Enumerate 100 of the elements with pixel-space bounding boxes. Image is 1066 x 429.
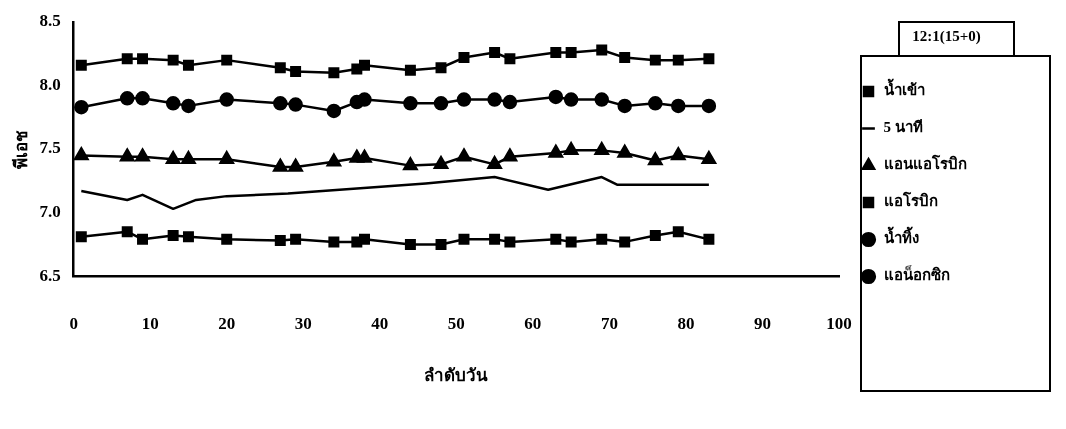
x-tick-label: 80 xyxy=(677,313,695,333)
point xyxy=(404,238,416,250)
point xyxy=(563,142,579,156)
point xyxy=(649,54,661,66)
y-tick-label: 7.0 xyxy=(39,202,61,222)
point xyxy=(137,233,149,245)
y-tick-label: 8.0 xyxy=(39,74,61,94)
x-tick-label: 90 xyxy=(753,313,771,333)
point xyxy=(701,98,717,114)
point xyxy=(617,144,633,158)
x-tick-label: 10 xyxy=(141,313,159,333)
point xyxy=(75,231,87,243)
x-tick-label: 100 xyxy=(826,313,852,333)
point xyxy=(326,153,342,167)
legend-title: 12:1(15+0) xyxy=(912,28,981,46)
point xyxy=(703,53,715,65)
point xyxy=(404,64,416,76)
y-axis-title: พีเอช xyxy=(10,129,31,169)
point xyxy=(456,148,472,162)
point xyxy=(288,158,303,172)
point xyxy=(135,91,150,106)
point xyxy=(670,147,686,161)
point xyxy=(594,92,609,107)
point xyxy=(456,92,472,107)
point xyxy=(433,96,449,111)
point xyxy=(565,47,577,58)
point xyxy=(219,151,235,165)
point xyxy=(403,157,418,171)
point xyxy=(458,52,470,64)
point xyxy=(548,89,564,105)
point xyxy=(165,151,181,165)
point xyxy=(619,52,631,64)
point xyxy=(487,92,502,107)
y-tick-label: 6.5 xyxy=(39,265,61,285)
point xyxy=(358,59,370,71)
point xyxy=(167,54,179,66)
legend-label: น้ำเข้า xyxy=(883,78,925,99)
x-tick-label: 70 xyxy=(600,313,618,333)
legend-label: แอน็อกซิก xyxy=(883,265,950,284)
point xyxy=(504,236,516,248)
point xyxy=(565,236,577,248)
point xyxy=(648,152,663,166)
point xyxy=(181,151,196,165)
point xyxy=(550,47,562,58)
point xyxy=(487,156,502,170)
point xyxy=(182,231,194,243)
point xyxy=(357,92,372,107)
point xyxy=(489,233,501,245)
point xyxy=(328,67,340,79)
point xyxy=(121,226,133,238)
point xyxy=(181,98,196,114)
point xyxy=(326,103,342,119)
point xyxy=(121,53,133,65)
legend-label: แอนแอโรบิก xyxy=(883,154,967,173)
point xyxy=(73,147,89,161)
point xyxy=(596,44,608,56)
point xyxy=(137,53,149,65)
point xyxy=(167,230,179,242)
point xyxy=(435,238,447,250)
point xyxy=(290,66,302,78)
legend-label: แอโรบิก xyxy=(883,191,938,210)
point xyxy=(435,62,447,74)
point xyxy=(221,233,233,245)
point xyxy=(671,98,686,114)
point xyxy=(328,236,340,248)
point xyxy=(357,149,372,163)
point xyxy=(502,148,518,162)
point xyxy=(594,142,610,156)
point xyxy=(403,96,418,111)
point xyxy=(290,233,302,245)
point xyxy=(489,47,501,58)
point xyxy=(221,54,233,66)
point xyxy=(548,144,564,158)
y-tick-label: 7.5 xyxy=(39,138,61,158)
point xyxy=(502,94,518,110)
point xyxy=(504,53,516,65)
point xyxy=(273,96,288,111)
point xyxy=(165,96,181,111)
point xyxy=(135,148,150,162)
point xyxy=(550,233,562,245)
point xyxy=(219,92,234,107)
legend-label: น้ำทิ้ง xyxy=(883,226,919,247)
point xyxy=(703,233,715,245)
point xyxy=(672,54,684,66)
point xyxy=(433,156,449,170)
point xyxy=(74,99,89,115)
point xyxy=(182,59,194,71)
point xyxy=(274,235,286,247)
x-tick-label: 50 xyxy=(447,313,465,333)
point xyxy=(563,92,579,107)
point xyxy=(649,230,661,242)
point xyxy=(119,91,135,106)
x-tick-label: 30 xyxy=(294,313,312,333)
point xyxy=(119,148,135,162)
x-tick-label: 20 xyxy=(218,313,236,333)
point xyxy=(75,59,87,71)
x-tick-label: 60 xyxy=(524,313,542,333)
point xyxy=(288,97,303,112)
y-tick-label: 8.5 xyxy=(39,11,61,31)
point xyxy=(274,62,286,74)
